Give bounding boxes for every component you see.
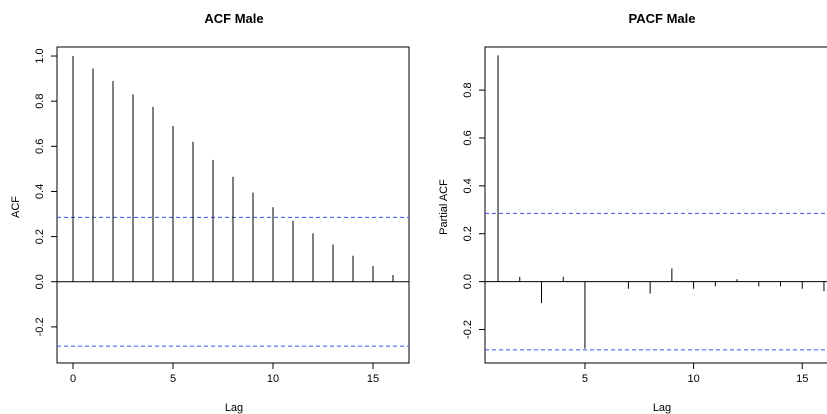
pacf-y-tick-label: -0.2: [462, 320, 474, 339]
acf-y-tick-label: 0.2: [34, 229, 46, 244]
acf-x-axis: 0 5 10 15: [70, 363, 379, 385]
pacf-y-axis: -0.2 0.0 0.2 0.4 0.6 0.8: [462, 82, 485, 339]
acf-y-tick-label: -0.2: [34, 317, 46, 336]
acf-plot-frame: [56, 46, 410, 364]
pacf-xlabel: Lag: [653, 402, 671, 414]
acf-chart: ACF Male Lag ACF 0 5 10 15 -0.2 0.0 0.2 0.4 0.6…: [10, 11, 410, 414]
acf-ylabel: ACF: [10, 196, 22, 218]
pacf-x-tick-label: 10: [687, 373, 699, 385]
acf-x-tick-label: 5: [170, 373, 176, 385]
pacf-y-tick-label: 0.6: [462, 130, 474, 145]
pacf-y-tick-label: 0.4: [462, 178, 474, 193]
pacf-plot-frame: [484, 46, 827, 364]
pacf-chart: PACF Male Lag Partial ACF 5 10 15 -0.2 0.0 0…: [438, 11, 827, 414]
pacf-x-axis: 5 10 15: [582, 363, 808, 385]
acf-y-tick-label: 0.8: [34, 94, 46, 109]
acf-y-tick-label: 0.4: [34, 184, 46, 199]
pacf-x-tick-label: 15: [796, 373, 808, 385]
pacf-y-tick-label: 0.2: [462, 226, 474, 241]
acf-x-tick-label: 10: [267, 373, 279, 385]
acf-y-axis: -0.2 0.0 0.2 0.4 0.6 0.8 1.0: [34, 48, 57, 336]
acf-title: ACF Male: [204, 11, 263, 26]
acf-x-tick-label: 0: [70, 373, 76, 385]
acf-series: [57, 56, 409, 347]
acf-xlabel: Lag: [225, 402, 243, 414]
pacf-x-tick-label: 5: [582, 373, 588, 385]
acf-y-tick-label: 0.6: [34, 139, 46, 154]
pacf-y-tick-label: 0.0: [462, 274, 474, 289]
pacf-series: [485, 55, 827, 351]
acf-y-tick-label: 0.0: [34, 274, 46, 289]
acf-y-tick-label: 1.0: [34, 48, 46, 63]
pacf-y-tick-label: 0.8: [462, 82, 474, 97]
acf-x-tick-label: 15: [367, 373, 379, 385]
pacf-ylabel: Partial ACF: [438, 179, 450, 235]
pacf-title: PACF Male: [629, 11, 696, 26]
